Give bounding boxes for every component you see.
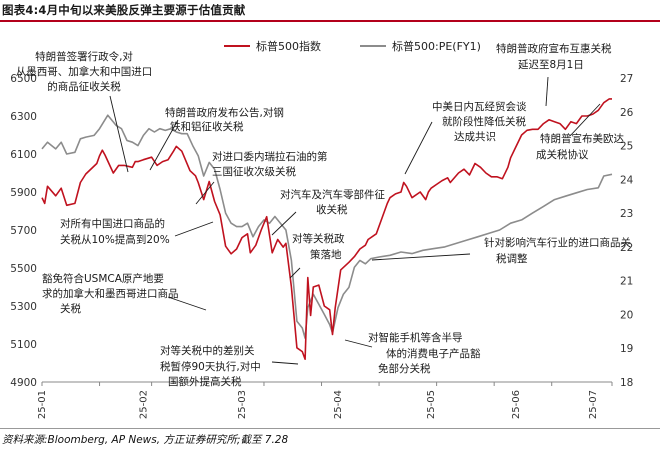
annotation-text: 特朗普签署行政令,对 bbox=[35, 50, 133, 63]
annotation-leader bbox=[149, 119, 179, 171]
y-right-tick-label: 19 bbox=[620, 343, 633, 355]
annotation-text: 针对影响汽车行业的进口商品关 bbox=[484, 236, 631, 249]
annotation-leader bbox=[109, 95, 129, 173]
annotation-text: 豁免符合USMCA原产地要 bbox=[42, 272, 164, 285]
series-layer bbox=[41, 98, 613, 360]
y-right-tick-label: 27 bbox=[620, 73, 633, 85]
y-left-tick-label: 6500 bbox=[10, 73, 37, 85]
source-note: 资料来源:Bloomberg, AP News, 方正证券研究所;截至 7.28 bbox=[2, 434, 289, 446]
annotation-leader bbox=[344, 339, 373, 348]
legend: 标普500指数 标普500:PE(FY1) bbox=[224, 39, 481, 53]
x-tick-label: 25-06 bbox=[511, 390, 522, 419]
line-chart: 4900 5100 5300 5500 5700 5900 6100 6300 6500 18 19… bbox=[10, 39, 633, 419]
annotation-text: 成关税协议 bbox=[536, 148, 589, 161]
y-right-tick-label: 21 bbox=[620, 276, 633, 288]
x-tick-label: 25-03 bbox=[237, 390, 248, 419]
annotation-leader bbox=[167, 296, 207, 311]
annotation-text: 收关税 bbox=[316, 203, 348, 216]
annotation-text: 免部分关税 bbox=[378, 362, 431, 375]
y-right-tick-label: 18 bbox=[620, 377, 633, 389]
annotation-text: 的商品征收关税 bbox=[47, 80, 121, 93]
annotation-text: 就阶段性降低关税 bbox=[442, 115, 526, 128]
x-tick-label: 25-04 bbox=[333, 390, 344, 419]
figure-title: 图表4:4月中旬以来美股反弹主要源于估值贡献 bbox=[2, 3, 246, 17]
annotation-text: 税暂停90天执行,对中 bbox=[160, 360, 261, 373]
y-right-tick-label: 24 bbox=[620, 174, 634, 186]
annotation-text: 对等关税政 bbox=[292, 232, 345, 245]
annotation-text: 从墨西哥、加拿大和中国进口 bbox=[16, 65, 153, 78]
y-left-tick-label: 5700 bbox=[10, 225, 37, 237]
x-tick-label: 25-05 bbox=[426, 390, 437, 419]
annotation-text: 特朗普政府宣布互惠关税 bbox=[496, 42, 612, 55]
annotation-leader bbox=[404, 121, 433, 175]
annotation-text: 关税从10%提高到20% bbox=[60, 233, 170, 246]
y-right-tick-label: 26 bbox=[620, 107, 634, 119]
title-divider bbox=[0, 20, 660, 22]
annotation-text: 对等关税中的差别关 bbox=[160, 344, 255, 357]
annotation-text: 特朗普政府发布公告,对钢 bbox=[165, 106, 284, 119]
annotation-leader bbox=[195, 181, 215, 205]
annotation-leader bbox=[545, 76, 549, 107]
annotation-text: 对汽车及汽车零部件征 bbox=[280, 188, 385, 201]
annotation-leader bbox=[271, 361, 299, 365]
annotation-text: 对所有中国进口商品的 bbox=[60, 217, 165, 230]
x-tick-label: 25-01 bbox=[37, 390, 48, 419]
annotation-text: 对智能手机等含半导 bbox=[368, 331, 463, 344]
sp500-index-line bbox=[41, 98, 612, 360]
x-tick-label: 25-02 bbox=[138, 390, 149, 419]
annotations: 特朗普签署行政令,对从墨西哥、加拿大和中国进口的商品征收关税特朗普政府发布公告,… bbox=[16, 42, 632, 388]
annotation-leader bbox=[289, 267, 301, 279]
y-left-tick-label: 5300 bbox=[10, 301, 37, 313]
annotation-text: 求的加拿大和墨西哥进口商品 bbox=[42, 287, 179, 300]
y-left-tick-label: 6300 bbox=[10, 111, 37, 123]
annotation-text: 对进口委内瑞拉石油的第 bbox=[212, 150, 328, 163]
y-right-tick-label: 20 bbox=[620, 309, 633, 321]
y-left-tick-label: 4900 bbox=[10, 377, 37, 389]
legend-label: 标普500指数 bbox=[256, 39, 321, 53]
annotation-text: 三国征收次级关税 bbox=[212, 165, 296, 178]
annotation-text: 中美日内瓦经贸会谈 bbox=[432, 100, 527, 113]
annotation-leader bbox=[271, 211, 297, 236]
annotation-text: 特朗普宣布美欧达 bbox=[540, 132, 624, 145]
sp500-pe-line bbox=[41, 114, 613, 339]
y-left-tick-label: 5500 bbox=[10, 263, 37, 275]
annotation-leader bbox=[371, 253, 471, 261]
annotation-text: 铁和铝征收关税 bbox=[170, 120, 244, 133]
axes: 4900 5100 5300 5500 5700 5900 6100 6300 6500 18 19… bbox=[10, 73, 633, 419]
annotation-text: 关税 bbox=[60, 302, 81, 315]
annotation-leader bbox=[569, 103, 601, 137]
source-divider bbox=[0, 428, 660, 429]
annotation-text: 达成共识 bbox=[454, 131, 496, 143]
x-tick-label: 25-07 bbox=[588, 390, 599, 419]
y-left-tick-label: 6100 bbox=[10, 149, 37, 161]
y-right-tick-label: 22 bbox=[620, 242, 633, 254]
annotation-leader bbox=[174, 221, 214, 237]
annotation-text: 延迟至8月1日 bbox=[518, 58, 584, 71]
annotation-text: 税调整 bbox=[496, 252, 528, 265]
annotation-text: 国额外提高关税 bbox=[168, 375, 242, 388]
y-left-tick-label: 5100 bbox=[10, 339, 37, 351]
annotation-text: 策落地 bbox=[310, 248, 342, 261]
y-right-tick-label: 25 bbox=[620, 141, 633, 153]
y-left-tick-label: 5900 bbox=[10, 187, 37, 199]
annotation-text: 体的消费电子产品豁 bbox=[386, 347, 481, 360]
legend-label: 标普500:PE(FY1) bbox=[392, 39, 481, 53]
y-right-tick-label: 23 bbox=[620, 208, 633, 220]
